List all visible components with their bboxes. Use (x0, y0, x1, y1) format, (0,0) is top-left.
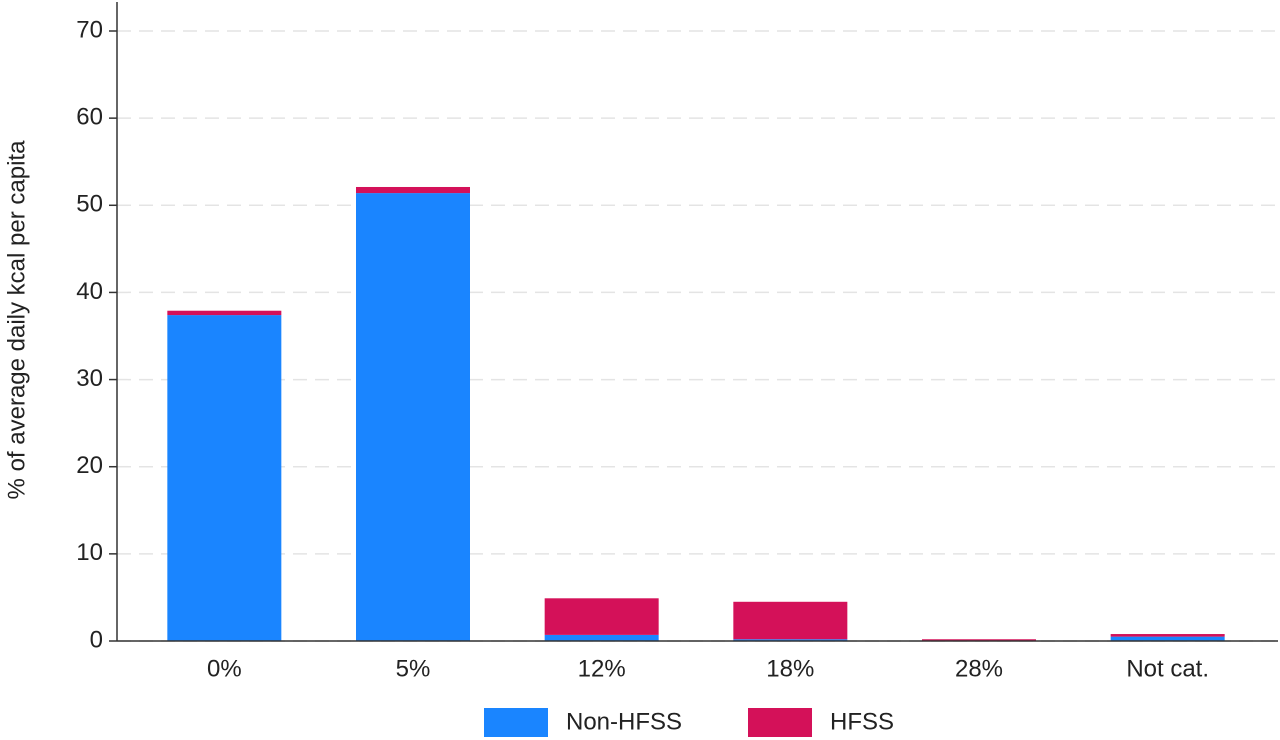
bar-segment (544, 634, 659, 641)
y-tick-label: 40 (76, 278, 103, 305)
x-tick-label: 0% (207, 655, 242, 682)
legend-label: Non-HFSS (566, 708, 682, 735)
y-tick-label: 50 (76, 191, 103, 218)
bar-segment (1110, 636, 1225, 641)
y-tick-label: 20 (76, 452, 103, 479)
bar-segment (167, 315, 282, 641)
y-tick-label: 0 (90, 626, 103, 653)
bar-segment (733, 601, 848, 640)
bar-segment (733, 639, 848, 641)
bar-segment (1110, 634, 1225, 637)
y-tick-label: 10 (76, 539, 103, 566)
bar-segment (544, 598, 659, 635)
bar-segment (167, 310, 282, 316)
x-tick-label: 5% (396, 655, 431, 682)
legend-label: HFSS (830, 708, 894, 735)
x-tick-label: 12% (578, 655, 626, 682)
y-tick-label: 70 (76, 16, 103, 43)
y-axis-title: % of average daily kcal per capita (3, 140, 30, 500)
y-tick-label: 60 (76, 103, 103, 130)
legend-swatch (484, 708, 548, 737)
x-tick-label: 28% (955, 655, 1003, 682)
bar-segment (356, 186, 470, 194)
bar-segment (356, 193, 470, 642)
x-tick-label: 18% (766, 655, 814, 682)
y-tick-label: 30 (76, 365, 103, 392)
bar-segment (922, 639, 1036, 641)
legend-swatch (748, 708, 812, 737)
x-tick-label: Not cat. (1126, 655, 1209, 682)
